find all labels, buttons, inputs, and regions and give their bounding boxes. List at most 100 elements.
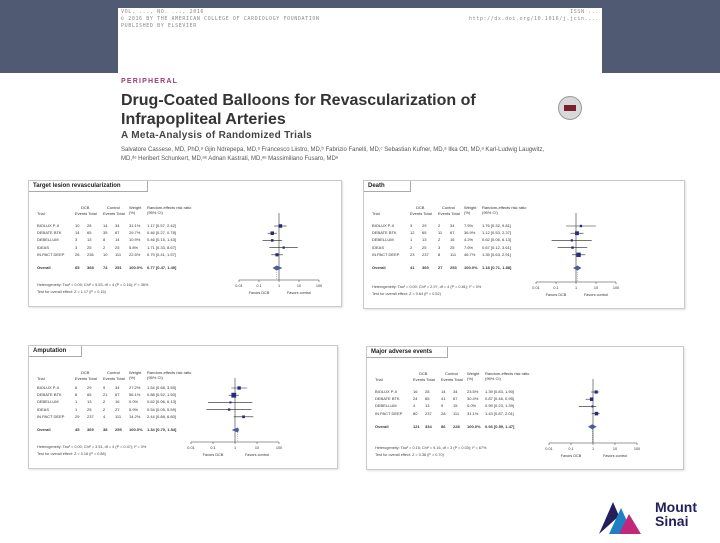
estimate-square	[594, 411, 599, 416]
table-cell-w: 100.0%	[129, 427, 143, 432]
table-cell-b: 25	[87, 406, 92, 412]
table-cell-d: 34	[453, 389, 458, 394]
overall-diamond	[272, 265, 283, 271]
table-cell-d: 14	[115, 237, 120, 243]
table-cell-trial: DEBATE BTK	[37, 392, 62, 398]
table-cell-d: 16	[450, 237, 455, 243]
favors-left-label: Favors DCB	[249, 291, 270, 295]
table-cell-b: 65	[87, 230, 92, 236]
x-tick-label: 0.1	[210, 446, 215, 450]
col-trial-header: Trial	[37, 376, 45, 381]
table-cell-w: 7.6%	[464, 244, 474, 250]
col-weight-header: Weight (%)	[129, 205, 142, 215]
table-cell-d: 34	[115, 223, 120, 228]
x-tick-label: 0.01	[532, 286, 539, 290]
mount-sinai-mark-icon	[599, 502, 641, 534]
table-cell-b: 13	[87, 237, 92, 243]
x-tick-label: 0.01	[545, 447, 552, 451]
table-cell-ci: 0.77 [0.47, 1.49]	[147, 265, 177, 270]
table-cell-trial: DEBELLUM	[372, 237, 394, 243]
group-left-header: DCB	[419, 371, 428, 376]
table-cell-w: 31.1%	[467, 410, 479, 416]
table-cell-trial: IDEAS	[37, 406, 50, 412]
table-cell-c: 4	[103, 413, 106, 419]
table-cell-w: 5.8%	[129, 244, 139, 250]
panel-title-box	[367, 347, 448, 358]
table-cell-a: 12	[410, 230, 415, 236]
table-cell-d: 67	[453, 396, 458, 402]
table-cell-c: 2	[438, 237, 441, 243]
table-cell-a: 26	[75, 251, 80, 257]
x-tick-label: 1	[575, 286, 577, 290]
table-cell-ci: 1.76 [0.32, 9.81]	[482, 223, 511, 228]
table-cell-ci: 1.18 [0.71, 1.88]	[482, 265, 512, 270]
table-cell-ci: 1.34 [0.70, 1.54]	[147, 427, 177, 432]
x-tick-label: 10	[297, 284, 301, 288]
table-cell-b: 29	[422, 223, 427, 228]
table-cell-trial: BIOLUX P-II	[37, 385, 60, 390]
table-cell-ci: 2.44 [0.88, 6.80]	[147, 413, 176, 419]
favors-left-label: Favors DCB	[203, 453, 224, 457]
table-cell-d: 67	[450, 230, 455, 236]
table-cell-b: 369	[87, 427, 94, 432]
section-label: PERIPHERAL	[121, 78, 179, 85]
table-cell-w: 14.2%	[129, 413, 141, 419]
table-cell-a: 1	[75, 399, 78, 405]
x-tick-label: 1	[278, 284, 280, 288]
x-tick-label: 1	[592, 447, 594, 451]
journal-header: VOL. ..., NO. ..., 2016 © 2016 BY THE AM…	[121, 9, 599, 30]
table-cell-ci: 0.54 [0.05, 5.59]	[147, 406, 176, 412]
paper-excerpt: VOL. ..., NO. ..., 2016 © 2016 BY THE AM…	[118, 8, 602, 178]
favors-left-label: Favors DCB	[546, 293, 567, 297]
table-cell-c: 3	[438, 244, 441, 250]
forest-plot-panel-tlr: Target lesion revascularization DCB Contro…	[28, 180, 342, 307]
x-tick-label: 0.1	[256, 284, 261, 288]
table-cell-trial: Overall	[372, 265, 386, 270]
group-right-header: Control	[107, 205, 120, 210]
table-cell-trial: IN.PACT DEEP	[375, 410, 403, 416]
table-cell-ci: 0.87 [0.46, 0.95]	[485, 396, 514, 402]
table-cell-a: 80	[413, 410, 418, 416]
x-tick-label: 0.1	[568, 447, 573, 451]
table-cell-b: 65	[422, 230, 427, 236]
forest-plot-panel-death: Death DCB Control Trial Events Total Events T…	[363, 180, 685, 309]
table-cell-a: 29	[75, 413, 80, 419]
x-tick-label: 0.01	[235, 284, 242, 288]
col-rr-header: Random-effects risk ratio (95% CI)	[485, 371, 530, 381]
table-cell-c: 9	[441, 403, 444, 409]
table-cell-trial: Overall	[37, 427, 51, 432]
table-cell-ci: 1.54 [0.68, 3.55]	[147, 385, 176, 390]
group-left-header: DCB	[81, 205, 90, 210]
estimate-square	[270, 231, 274, 235]
overall-diamond	[573, 265, 582, 271]
table-cell-w: 100.0%	[467, 423, 481, 429]
forest-plot-panel-mae: Major adverse events DCB Control Trial Event…	[366, 346, 684, 470]
favors-right-label: Favors control	[603, 454, 627, 458]
table-cell-trial: DEBELLUM	[375, 403, 397, 409]
overall-diamond	[587, 424, 597, 430]
estimate-square	[579, 224, 583, 228]
table-cell-a: 121	[413, 423, 420, 429]
table-cell-a: 6	[75, 385, 78, 390]
table-cell-ci: 1.17 [0.57, 2.42]	[147, 223, 176, 228]
x-tick-label: 100	[613, 286, 619, 290]
table-cell-a: 41	[410, 265, 415, 270]
estimate-square	[576, 252, 581, 257]
table-cell-c: 21	[103, 392, 108, 398]
panel-title: Death	[368, 183, 385, 189]
table-cell-ci: 0.46 [0.15, 1.43]	[147, 237, 176, 243]
table-cell-w: 27.2%	[129, 385, 141, 390]
table-cell-ci: 1.39 [0.83, 1.90]	[485, 389, 514, 394]
estimate-square	[242, 415, 245, 419]
panel-title: Amputation	[33, 348, 67, 354]
x-tick-label: 1	[234, 446, 236, 450]
table-cell-a: 3	[75, 244, 78, 250]
table-cell-w: 0.0%	[467, 403, 477, 409]
table-cell-b: 237	[425, 410, 432, 416]
panel-title-box	[29, 346, 82, 357]
logo-line-2: Sinai	[655, 513, 689, 529]
mount-sinai-logo: Mount Sinai	[595, 488, 720, 538]
group-left-header: DCB	[416, 205, 425, 210]
panel-title-box	[29, 181, 148, 192]
estimate-square	[237, 386, 241, 390]
